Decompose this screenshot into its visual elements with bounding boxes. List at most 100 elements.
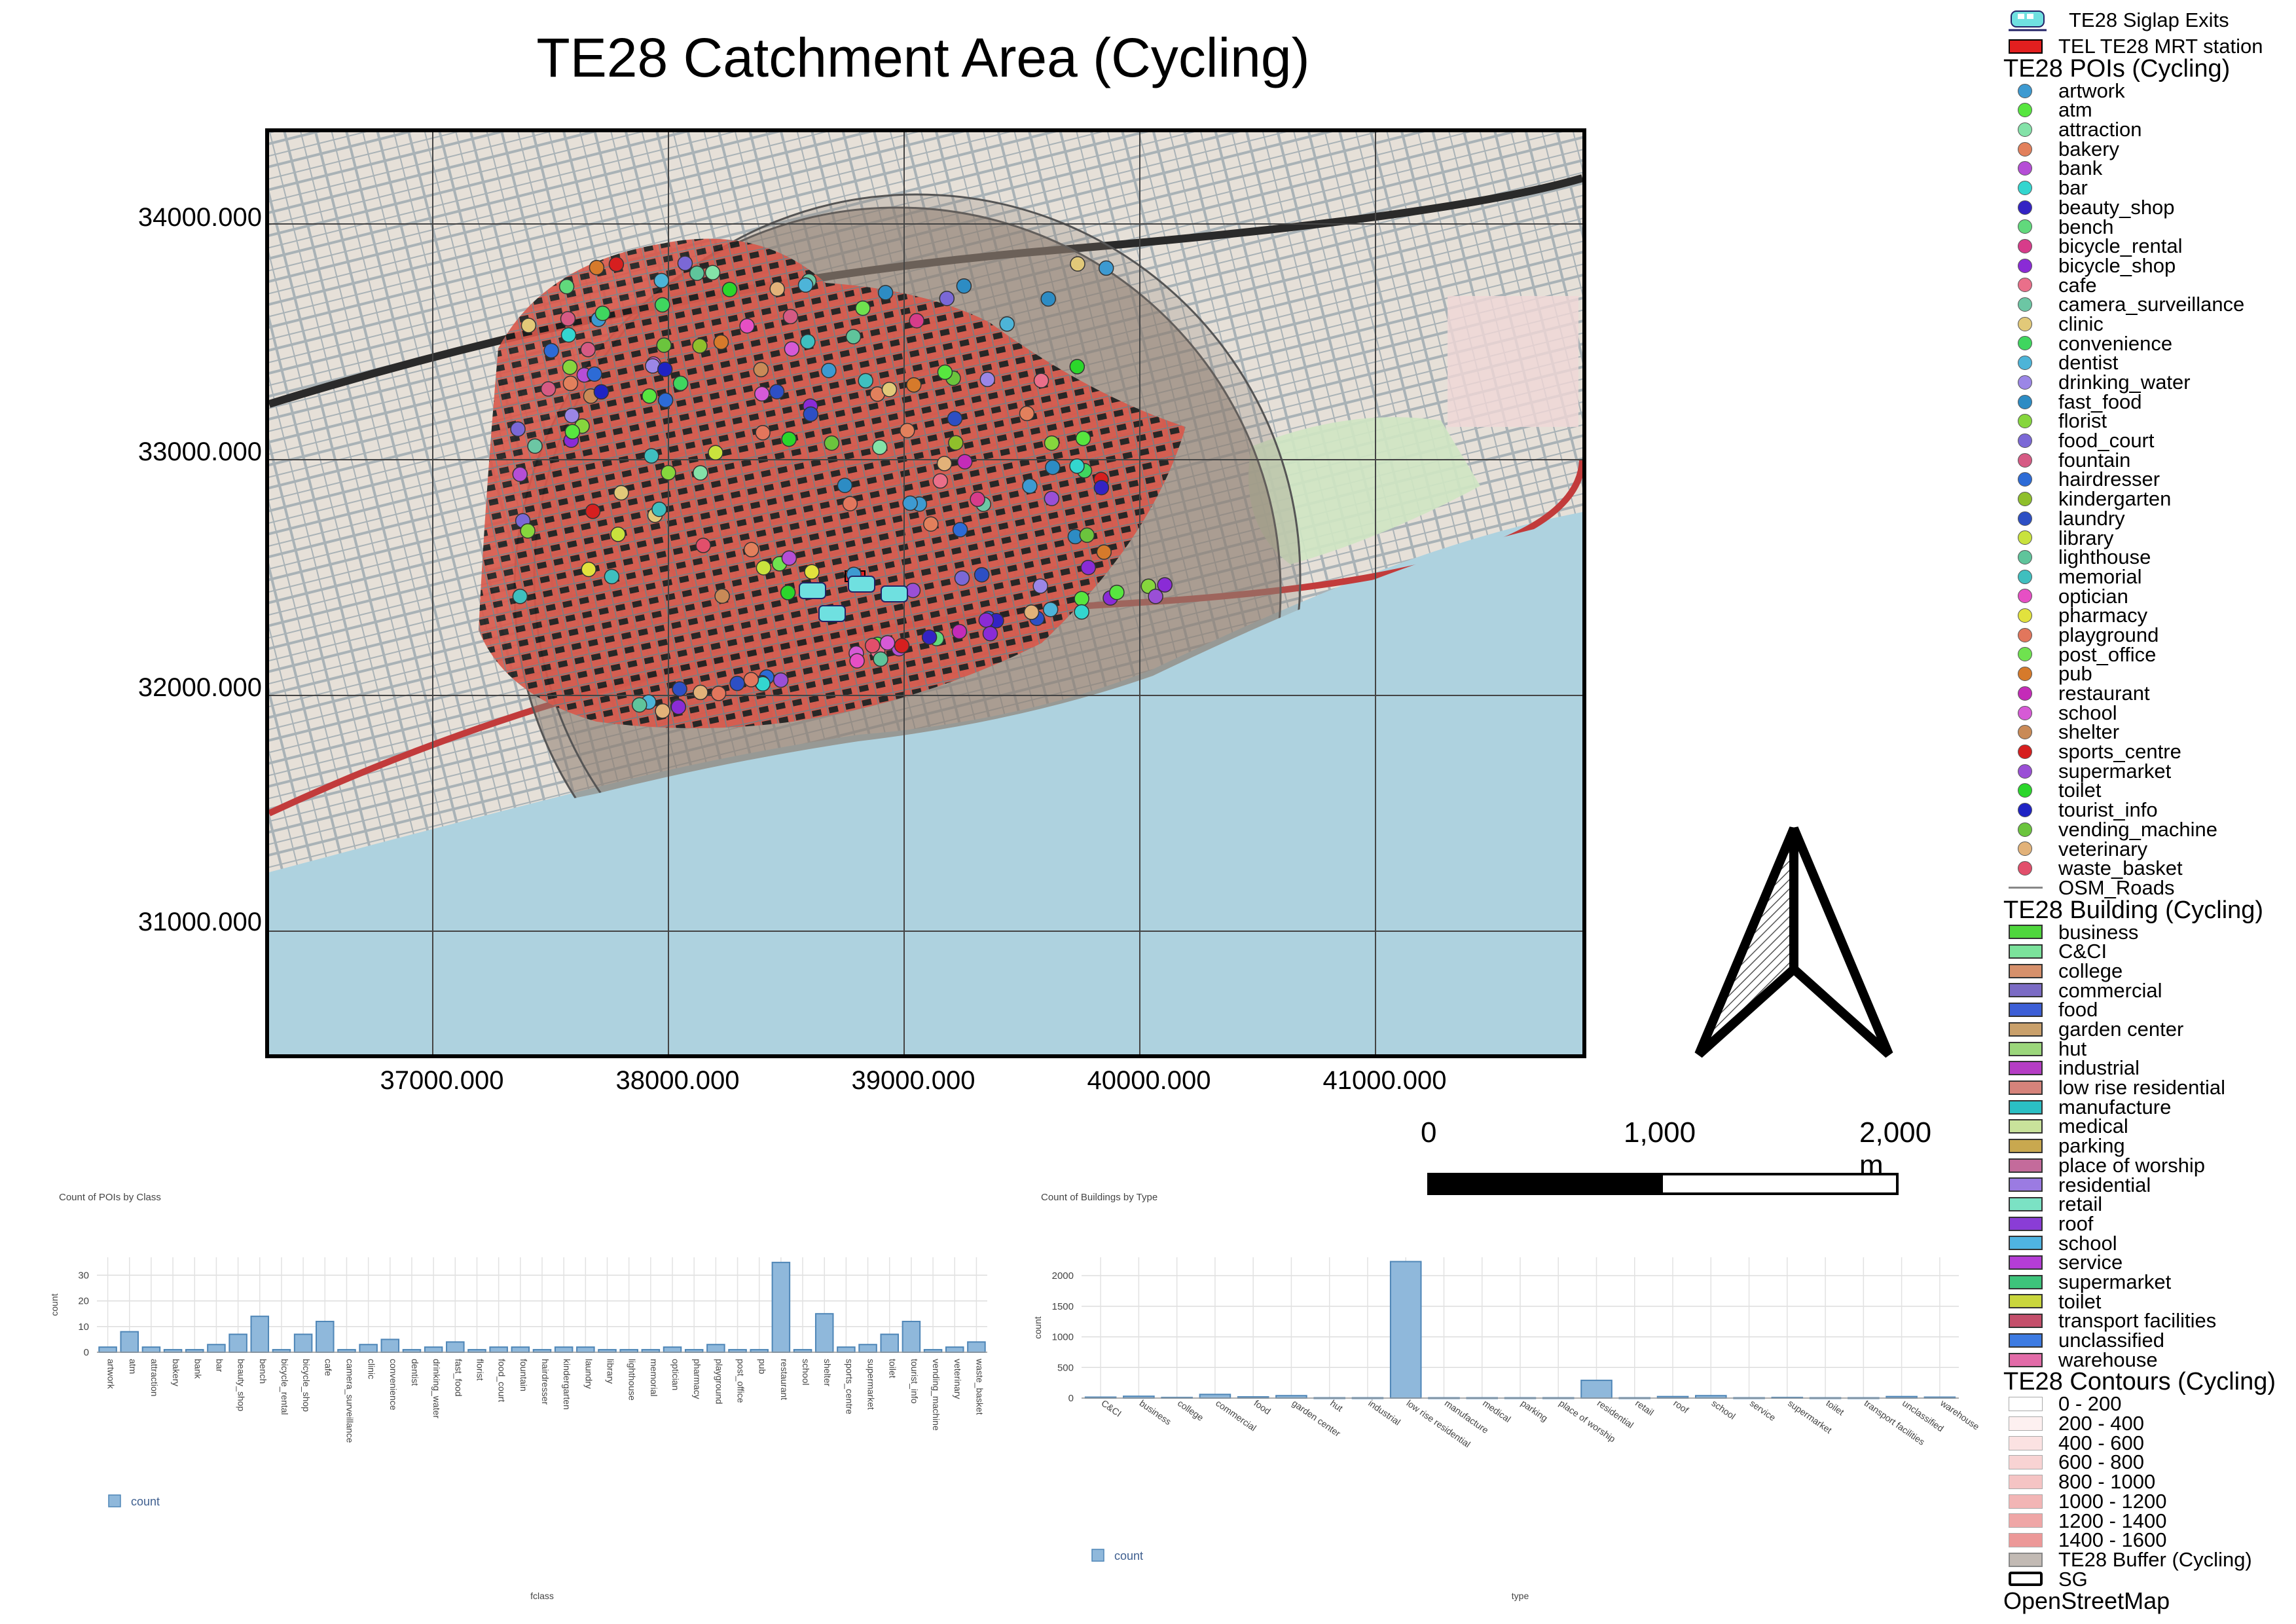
legend-label: beauty_shop	[2058, 195, 2175, 219]
legend-building-roof: roof	[2003, 1211, 2296, 1235]
x-tick-label: college	[1176, 1397, 1206, 1423]
legend-label: clinic	[2058, 312, 2104, 335]
poi-marker	[1074, 604, 1089, 620]
poi-marker	[753, 361, 769, 378]
poi-marker	[1109, 584, 1125, 600]
legend-building-low-rise-residential: low rise residential	[2003, 1076, 2296, 1099]
poi-marker	[864, 638, 881, 654]
legend-swatch	[2009, 1255, 2043, 1270]
x-tick-label: memorial	[649, 1359, 659, 1397]
bar-shelter	[814, 1313, 834, 1353]
poi-marker	[1045, 459, 1061, 475]
legend-label: camera_surveillance	[2058, 293, 2245, 316]
x-tick-label: bicycle_rental	[280, 1359, 290, 1415]
bar-optician	[663, 1346, 682, 1353]
poi-marker	[952, 522, 968, 538]
legend-label: supermarket	[2058, 759, 2172, 783]
train-icon	[2009, 10, 2047, 31]
legend-swatch	[2009, 1455, 2043, 1470]
poi-marker	[510, 421, 526, 437]
legend-poi-veterinary: veterinary	[2003, 839, 2296, 858]
legend-label: attraction	[2058, 118, 2142, 141]
poi-marker	[695, 538, 711, 553]
legend-label: low rise residential	[2058, 1076, 2225, 1099]
legend-label: hairdresser	[2058, 468, 2160, 491]
bar-toilet	[880, 1333, 899, 1353]
legend-poi-hairdresser: hairdresser	[2003, 470, 2296, 489]
legend-label: college	[2058, 959, 2123, 982]
bar-bench	[250, 1316, 270, 1353]
poi-marker	[653, 272, 670, 289]
legend-poi-school: school	[2003, 703, 2296, 723]
legend-label: florist	[2058, 409, 2107, 433]
legend-swatch	[2009, 963, 2043, 978]
poi-marker	[1079, 527, 1095, 544]
legend-label: bicycle_rental	[2058, 234, 2183, 258]
poi-marker	[781, 431, 797, 447]
legend-label: parking	[2058, 1134, 2125, 1158]
x-axis-label: fclass	[530, 1591, 554, 1601]
bar-food-court	[489, 1346, 508, 1353]
y-tick-label: 0	[84, 1347, 89, 1358]
legend-poi-camera-surveillance: camera_surveillance	[2003, 293, 2296, 316]
poi-marker	[593, 384, 610, 400]
scale-bar-graphic	[1427, 1173, 1899, 1195]
legend-label: laundry	[2058, 506, 2125, 530]
exit-marker	[848, 576, 875, 593]
y-tick-label: 31000.000	[137, 908, 262, 936]
x-tick-label: service	[1748, 1397, 1778, 1423]
x-tick-label: drinking_water	[431, 1359, 442, 1418]
scale-label: 0	[1421, 1116, 1437, 1149]
poi-marker	[661, 465, 676, 481]
x-tick-label: pharmacy	[692, 1359, 702, 1399]
poi-marker	[782, 308, 799, 325]
poi-marker	[704, 265, 721, 281]
poi-marker	[974, 566, 990, 583]
buildings-bar-chart: Count of Buildings by Type 0 500 1000 1500 2…	[1028, 1192, 1982, 1611]
legend-poi-artwork: artwork	[2003, 81, 2296, 101]
legend-label: library	[2058, 526, 2114, 549]
y-tick-label: 10	[78, 1321, 89, 1333]
legend-building-college: college	[2003, 961, 2296, 981]
y-tick-label: 32000.000	[137, 673, 262, 702]
poi-marker	[604, 568, 620, 585]
poi-marker	[558, 278, 575, 295]
poi-marker	[845, 329, 862, 344]
poi-marker	[873, 651, 888, 667]
legend-poi-toilet: toilet	[2003, 781, 2296, 800]
poi-marker	[954, 570, 970, 586]
y-tick-label: 2000	[1052, 1270, 1074, 1282]
legend-contour-1200-1400: 1200 - 1400	[2003, 1511, 2296, 1530]
x-tick-label: camera_surveillance	[344, 1359, 355, 1443]
bar-residential	[1580, 1379, 1613, 1399]
legend-poi-bicycle-rental: bicycle_rental	[2003, 236, 2296, 256]
legend-label: warehouse	[2058, 1348, 2158, 1371]
poi-marker	[872, 439, 888, 455]
legend-swatch	[2009, 1197, 2043, 1212]
poi-marker	[540, 381, 556, 397]
legend-label: 200 - 400	[2058, 1412, 2144, 1435]
x-tick-label: shelter	[822, 1359, 833, 1386]
bar-tourist-info	[902, 1320, 921, 1354]
y-tick-label: 500	[1057, 1362, 1074, 1373]
poi-markers	[510, 255, 1173, 719]
chart-legend-swatch	[1091, 1549, 1104, 1562]
legend-poi-lighthouse: lighthouse	[2003, 547, 2296, 567]
legend-label: place of worship	[2058, 1153, 2206, 1177]
legend-label: roof	[2058, 1211, 2094, 1235]
legend-poi-beauty-shop: beauty_shop	[2003, 195, 2296, 219]
map-view[interactable]	[265, 128, 1586, 1058]
legend-label: fast_food	[2058, 390, 2142, 413]
x-tick-label: dentist	[410, 1359, 420, 1386]
legend-swatch	[2018, 122, 2032, 137]
legend-poi-waste-basket: waste_basket	[2003, 858, 2296, 878]
bar-restaurant	[771, 1261, 791, 1353]
poi-marker	[520, 318, 537, 333]
bar-kindergarten	[554, 1346, 574, 1353]
x-tick-label: bakery	[171, 1359, 181, 1386]
x-tick-label: hairdresser	[540, 1359, 551, 1405]
poi-marker	[921, 629, 938, 645]
legend-label: residential	[2058, 1173, 2151, 1196]
x-tick-label: roof	[1671, 1397, 1690, 1415]
legend-swatch	[2018, 103, 2032, 118]
